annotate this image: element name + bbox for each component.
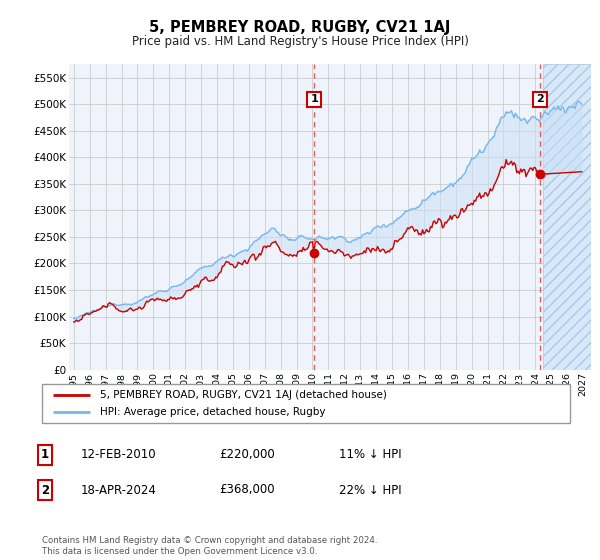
Text: 1: 1 <box>310 95 318 105</box>
Text: 18-APR-2024: 18-APR-2024 <box>81 483 157 497</box>
Text: 12-FEB-2010: 12-FEB-2010 <box>81 448 157 461</box>
Text: 2: 2 <box>41 483 49 497</box>
Text: 5, PEMBREY ROAD, RUGBY, CV21 1AJ: 5, PEMBREY ROAD, RUGBY, CV21 1AJ <box>149 20 451 35</box>
Text: £220,000: £220,000 <box>219 448 275 461</box>
Text: 2: 2 <box>536 95 544 105</box>
Text: 1: 1 <box>41 448 49 461</box>
Text: 5, PEMBREY ROAD, RUGBY, CV21 1AJ (detached house): 5, PEMBREY ROAD, RUGBY, CV21 1AJ (detach… <box>100 390 387 400</box>
Text: 11% ↓ HPI: 11% ↓ HPI <box>339 448 401 461</box>
Text: Contains HM Land Registry data © Crown copyright and database right 2024.
This d: Contains HM Land Registry data © Crown c… <box>42 536 377 556</box>
Text: Price paid vs. HM Land Registry's House Price Index (HPI): Price paid vs. HM Land Registry's House … <box>131 35 469 48</box>
FancyBboxPatch shape <box>42 384 570 423</box>
Text: £368,000: £368,000 <box>219 483 275 497</box>
Text: HPI: Average price, detached house, Rugby: HPI: Average price, detached house, Rugb… <box>100 407 326 417</box>
Bar <box>543 64 599 370</box>
Text: 22% ↓ HPI: 22% ↓ HPI <box>339 483 401 497</box>
